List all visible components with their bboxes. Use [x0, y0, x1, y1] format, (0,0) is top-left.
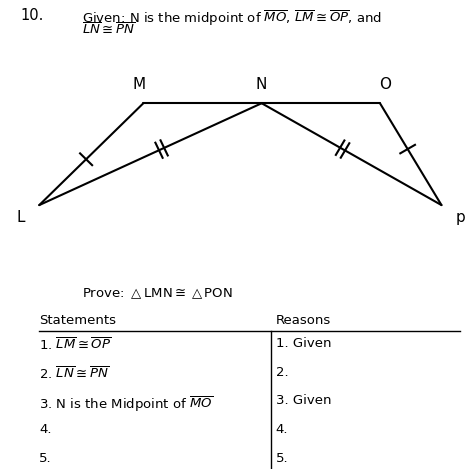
Text: 3. Given: 3. Given: [276, 394, 331, 408]
Text: M: M: [132, 76, 145, 91]
Text: Given: N is the midpoint of $\overline{MO}$, $\overline{LM}\cong\overline{OP}$, : Given: N is the midpoint of $\overline{M…: [82, 8, 382, 28]
Text: 5.: 5.: [276, 452, 288, 465]
Text: 5.: 5.: [39, 452, 52, 465]
Text: 1. $\overline{LM}\cong\overline{OP}$: 1. $\overline{LM}\cong\overline{OP}$: [39, 337, 111, 353]
Text: 4.: 4.: [276, 423, 288, 436]
Text: p: p: [456, 210, 465, 225]
Text: Statements: Statements: [39, 314, 116, 327]
Text: 3. N is the Midpoint of $\overline{MO}$: 3. N is the Midpoint of $\overline{MO}$: [39, 394, 213, 414]
Text: 1. Given: 1. Given: [276, 337, 331, 350]
Text: 4.: 4.: [39, 423, 52, 436]
Text: $\overline{LN}\cong\overline{PN}$: $\overline{LN}\cong\overline{PN}$: [82, 22, 135, 38]
Text: 2.: 2.: [276, 366, 288, 379]
Text: N: N: [256, 76, 268, 91]
Text: 2. $\overline{LN}\cong\overline{PN}$: 2. $\overline{LN}\cong\overline{PN}$: [39, 366, 109, 382]
Text: Reasons: Reasons: [276, 314, 331, 327]
Text: Prove: $\triangle$LMN$\cong$$\triangle$PON: Prove: $\triangle$LMN$\cong$$\triangle$P…: [82, 286, 233, 301]
Text: O: O: [379, 76, 391, 91]
Text: L: L: [16, 210, 25, 225]
Text: 10.: 10.: [20, 8, 44, 23]
